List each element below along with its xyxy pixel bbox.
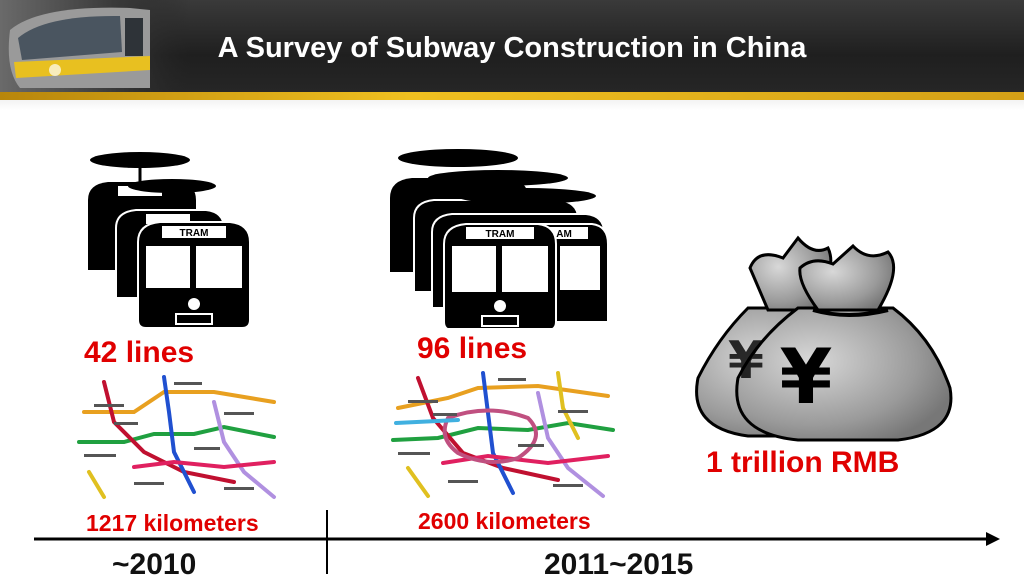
- tram-label-2010: TRAM: [180, 228, 209, 239]
- tram-label-2015-partial: AM: [556, 229, 572, 240]
- gold-accent-band: [0, 92, 1024, 100]
- slide-title: A Survey of Subway Construction in China: [217, 32, 807, 64]
- svg-text:¥: ¥: [728, 331, 764, 391]
- investment-amount-label: 1 trillion RMB: [706, 446, 900, 479]
- tram-group-2015-icon: AM TRAM: [390, 149, 609, 328]
- lines-2015-label: 96 lines: [417, 332, 528, 365]
- lines-2010-label: 42 lines: [84, 336, 195, 369]
- timeline-axis: [34, 510, 1000, 574]
- tram-label-2015: TRAM: [486, 229, 515, 240]
- length-2015-label: 2600 kilometers: [418, 508, 591, 534]
- money-bag-icon: ¥ ¥: [695, 235, 953, 442]
- year-2010-label: ~2010: [112, 548, 197, 581]
- yuan-symbol: ¥: [780, 332, 833, 421]
- tram-group-2010-icon: TRAM: [88, 152, 251, 329]
- length-2010-label: 1217 kilometers: [86, 510, 259, 536]
- subway-map-2015-image: [388, 368, 618, 500]
- year-2015-label: 2011~2015: [544, 548, 694, 581]
- header-shadow: [0, 100, 1024, 110]
- train-photo: [0, 0, 190, 92]
- timeline-arrow-icon: [986, 532, 1000, 546]
- subway-map-2010-image: [74, 372, 289, 500]
